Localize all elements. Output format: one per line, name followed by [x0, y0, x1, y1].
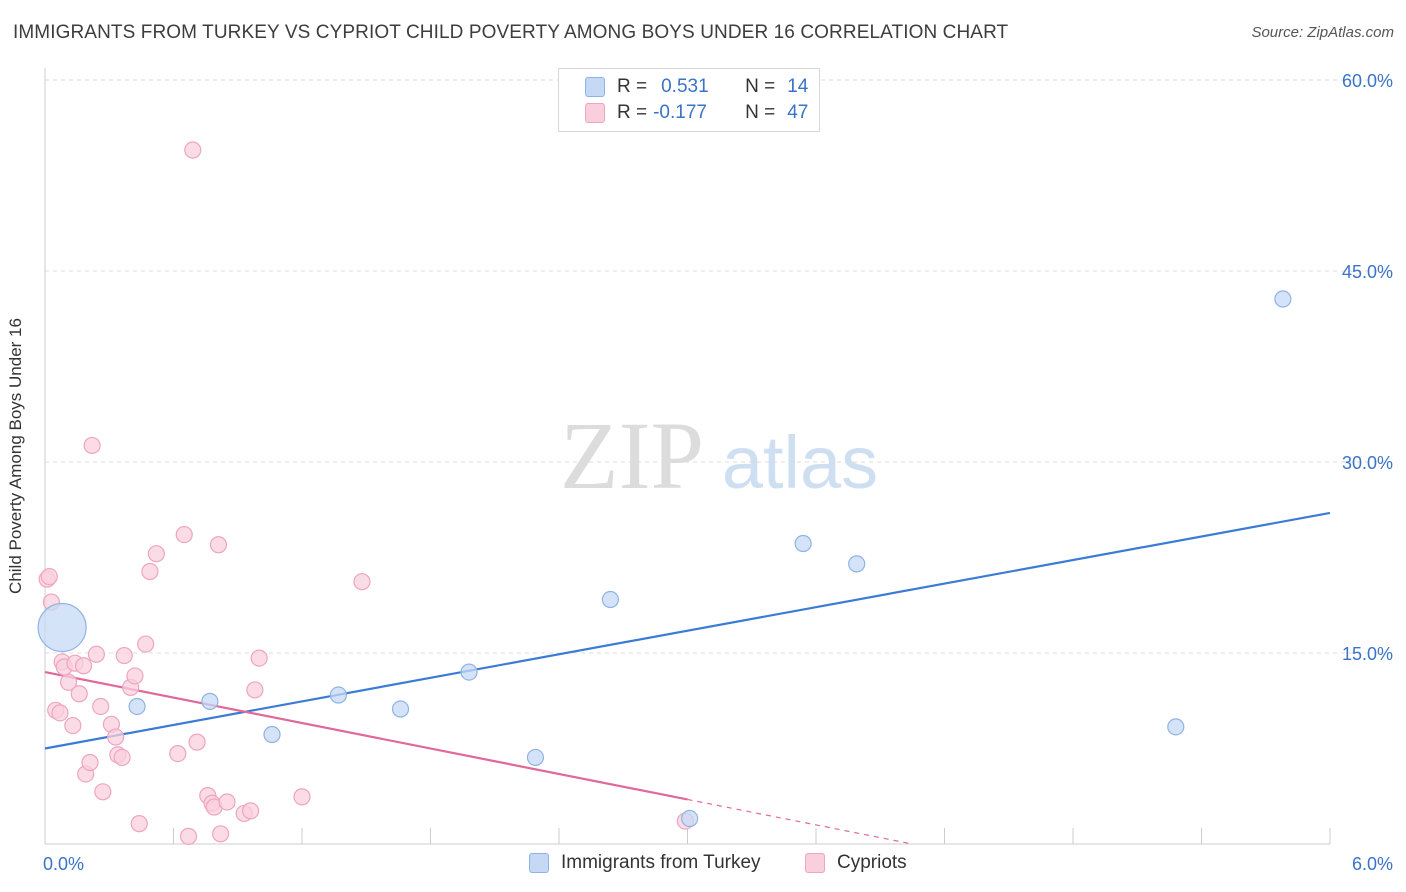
point-turkey [794, 534, 812, 553]
bottom-swatch-pink [805, 853, 825, 873]
y-tick-label: 45.0% [1342, 262, 1393, 282]
x-tick-label: 0.0% [43, 854, 84, 874]
bottom-swatch-blue [529, 853, 549, 873]
trend-line-turkey [44, 511, 1331, 750]
point-cypriots [83, 436, 101, 455]
bottom-legend-cypriots: Cypriots [805, 852, 907, 874]
point-cypriots [242, 802, 260, 820]
tick-labels: 15.0% 30.0% 45.0% 60.0% 0.0% 6.0% [43, 71, 1393, 874]
legend-r-label: R = [617, 76, 648, 97]
point-turkey [681, 809, 699, 828]
point-turkey [1167, 718, 1185, 736]
point-cypriots [130, 815, 148, 833]
point-cypriots [59, 673, 78, 691]
legend-swatch-blue [585, 77, 605, 97]
point-cypriots [40, 567, 58, 586]
legend-n-value: 14 [787, 76, 809, 97]
bottom-legend-cypriots-label: Cypriots [837, 852, 907, 873]
point-cypriots [81, 753, 99, 772]
point-turkey [848, 555, 866, 573]
legend-row-turkey: R = 0.531 N = 14 [585, 76, 808, 98]
point-cypriots [353, 573, 371, 591]
trend-lines [44, 511, 1331, 845]
point-cypriots [179, 827, 198, 845]
point-turkey [460, 663, 478, 681]
legend-r-value: -0.177 [653, 102, 707, 123]
chart-title: IMMIGRANTS FROM TURKEY VS CYPRIOT CHILD … [13, 22, 1009, 43]
y-tick-label: 15.0% [1342, 644, 1393, 664]
point-cypriots [293, 788, 311, 806]
watermark-zip: ZIP [560, 402, 704, 509]
data-points [37, 141, 1292, 845]
point-cypriots [147, 545, 165, 563]
point-turkey [601, 590, 620, 609]
point-turkey [128, 697, 146, 716]
point-cypriots [175, 525, 193, 544]
point-cypriots [74, 657, 93, 675]
axes [44, 68, 1331, 845]
x-tick-label: 6.0% [1352, 854, 1393, 874]
point-cypriots [115, 646, 133, 665]
watermark: ZIP atlas [560, 402, 878, 509]
bottom-legend-turkey: Immigrants from Turkey [529, 852, 761, 874]
point-turkey [391, 700, 410, 718]
point-cypriots [70, 685, 88, 703]
legend-n-label: N = [745, 102, 776, 123]
point-cypriots [246, 681, 264, 699]
point-turkey [37, 602, 87, 653]
legend-swatch-pink [585, 103, 605, 123]
legend-r-value: 0.531 [661, 76, 709, 97]
point-cypriots [209, 536, 228, 554]
trend-line-cypriots-extension [687, 798, 913, 845]
watermark-atlas: atlas [722, 421, 878, 504]
point-cypriots [218, 793, 236, 811]
point-turkey [329, 686, 348, 704]
point-cypriots [250, 649, 268, 667]
point-cypriots [212, 825, 230, 843]
point-turkey [263, 725, 281, 744]
point-turkey [1274, 290, 1292, 308]
y-tick-label: 60.0% [1342, 71, 1393, 91]
point-cypriots [107, 728, 125, 746]
point-cypriots [94, 783, 112, 801]
point-cypriots [188, 733, 206, 751]
point-cypriots [64, 716, 82, 735]
bottom-legend-turkey-label: Immigrants from Turkey [561, 852, 761, 873]
legend-n-label: N = [745, 76, 776, 97]
point-cypriots [92, 697, 110, 716]
point-cypriots [137, 635, 155, 653]
point-cypriots [141, 562, 159, 581]
legend-n-value: 47 [787, 102, 809, 123]
source-label: Source: ZipAtlas.com [1251, 24, 1394, 41]
y-tick-label: 30.0% [1342, 453, 1393, 473]
y-axis-label: Child Poverty Among Boys Under 16 [6, 318, 25, 594]
point-turkey [526, 748, 545, 767]
grid-lines [45, 79, 1392, 654]
trend-line-cypriots [44, 671, 688, 801]
point-cypriots [87, 645, 106, 663]
point-cypriots [113, 748, 131, 767]
point-cypriots [169, 744, 187, 763]
legend-row-cypriots: R = -0.177 N = 47 [585, 102, 808, 124]
legend-r-label: R = [617, 102, 648, 123]
point-cypriots [126, 667, 144, 685]
point-cypriots [51, 704, 69, 722]
stats-legend: R = 0.531 N = 14 R = -0.177 N = 47 [558, 68, 820, 132]
point-turkey [201, 692, 219, 710]
point-cypriots [184, 141, 202, 159]
